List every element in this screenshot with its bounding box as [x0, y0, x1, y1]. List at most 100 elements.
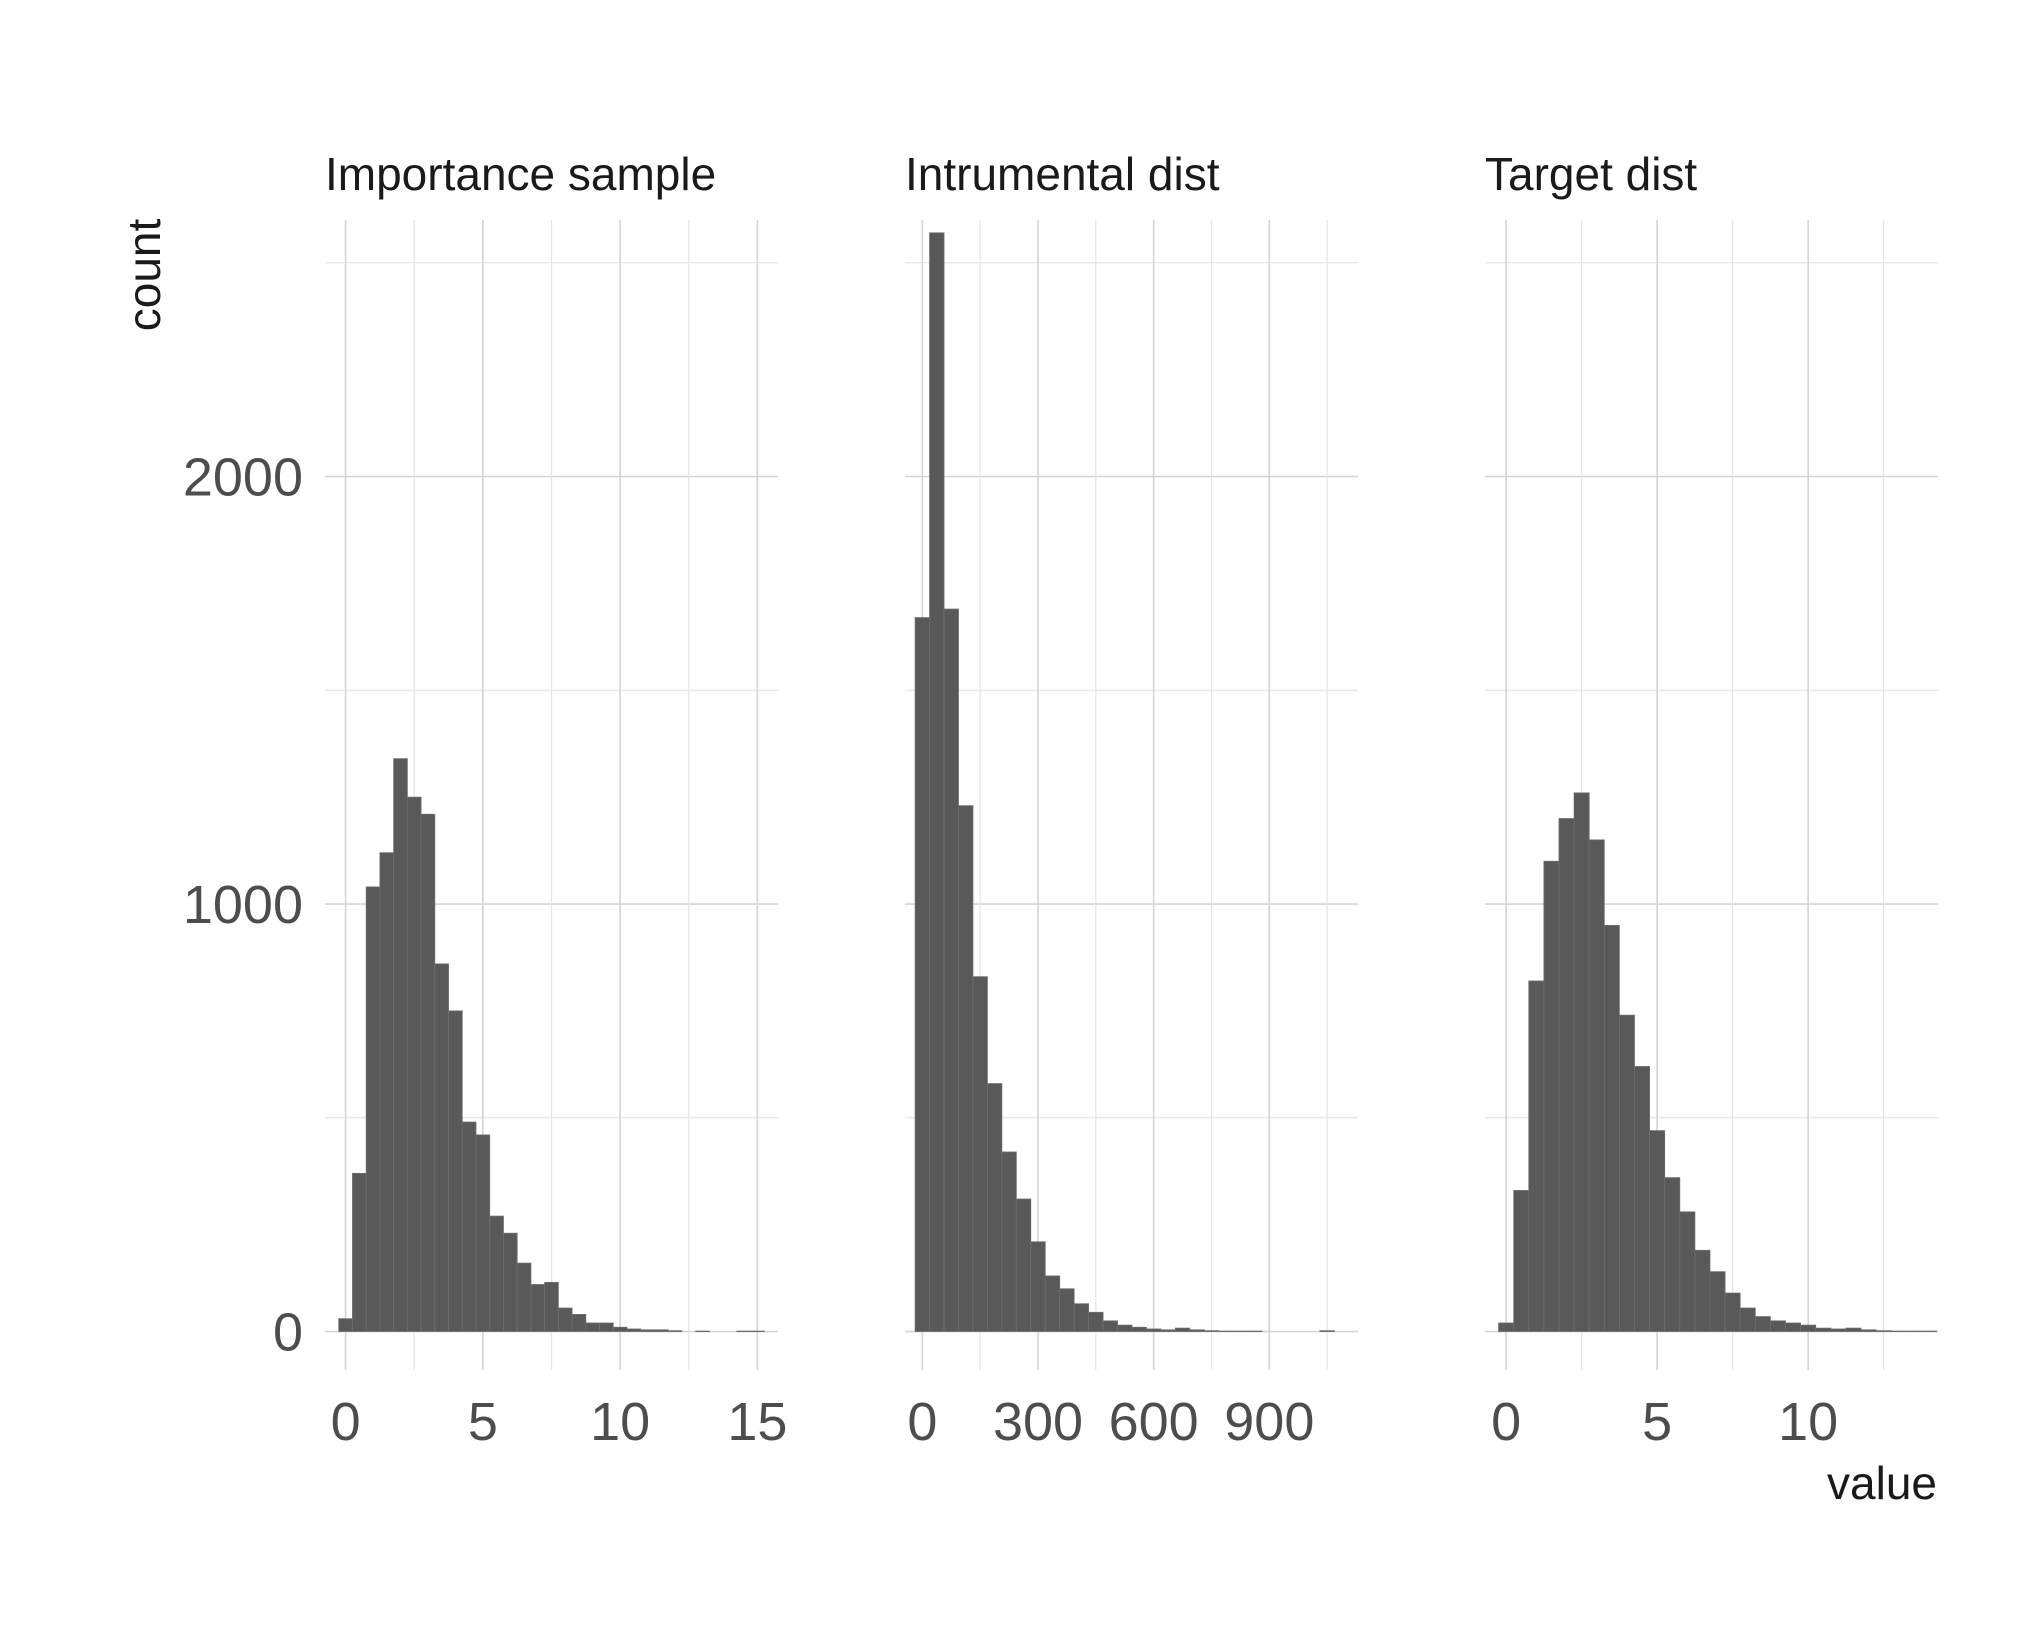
histogram-bar [599, 1322, 614, 1332]
histogram-bar [1146, 1328, 1162, 1332]
y-axis-title: count [118, 219, 170, 332]
histogram-bar [557, 1307, 573, 1332]
histogram-bar [1724, 1292, 1741, 1332]
histogram-bar [1073, 1303, 1090, 1332]
histogram-bar [1694, 1249, 1711, 1332]
histogram-bar [1232, 1330, 1249, 1332]
histogram-bar [1875, 1330, 1892, 1332]
histogram-bar [943, 608, 959, 1332]
x-tick-label: 0 [1491, 1392, 1521, 1452]
histogram-bar [1573, 792, 1590, 1332]
histogram-bar [1247, 1330, 1263, 1332]
histogram-bar [1319, 1330, 1335, 1332]
histogram-bar [516, 1262, 532, 1332]
histogram-bar [736, 1330, 751, 1332]
histogram-bar [1890, 1330, 1907, 1332]
x-tick-label: 10 [1778, 1392, 1838, 1452]
histogram-bar [695, 1330, 710, 1332]
histogram-bar [1588, 839, 1605, 1332]
facet-panel: Intrumental dist 0 300 600 900 [905, 148, 1358, 1452]
histogram-bar [1769, 1320, 1786, 1332]
histogram-bar [1558, 818, 1575, 1332]
x-tick-label: 900 [1224, 1392, 1314, 1452]
histogram-bar [1739, 1307, 1756, 1332]
facet-title: Intrumental dist [905, 148, 1220, 200]
histogram-bar [544, 1281, 559, 1332]
histogram-bar [1830, 1328, 1847, 1332]
x-tick-label: 15 [727, 1392, 787, 1452]
histogram-bar [626, 1328, 642, 1332]
histogram-bar [1905, 1330, 1922, 1332]
histogram-bar [338, 1318, 353, 1332]
histogram-bar [1160, 1329, 1176, 1332]
histogram-bar [750, 1330, 765, 1332]
facets-layer: Importance sample 0 5 10 15 0 1000 2000 Intrumen… [183, 148, 1938, 1452]
histogram-bar [1815, 1327, 1832, 1332]
histogram-bar [1920, 1330, 1937, 1332]
histogram-bar [1618, 1014, 1635, 1332]
histogram-bar [420, 813, 436, 1332]
histogram-bar [1015, 1198, 1032, 1332]
y-tick-label: 2000 [183, 448, 303, 508]
histogram-bar [406, 796, 422, 1332]
facet-panel: Importance sample 0 5 10 15 0 1000 2000 [183, 148, 788, 1452]
histogram-bar [530, 1284, 546, 1332]
histogram-bar [1001, 1151, 1017, 1332]
histogram-bar [1754, 1316, 1771, 1332]
facet-title: Importance sample [325, 148, 716, 200]
histogram-bar [1174, 1327, 1191, 1332]
histogram-bar [1117, 1324, 1133, 1332]
histogram-bar [1634, 1066, 1650, 1332]
x-tick-label: 0 [907, 1392, 937, 1452]
histogram-bar [1845, 1327, 1862, 1332]
histogram-bar [1785, 1322, 1801, 1332]
histogram-bar [1528, 980, 1545, 1332]
facet-title: Target dist [1485, 148, 1697, 200]
x-axis-title: value [1827, 1457, 1937, 1509]
histogram-bar [379, 852, 395, 1332]
histogram-bar [1498, 1322, 1515, 1332]
histogram-bar [1030, 1241, 1046, 1332]
histogram-bar [972, 976, 988, 1332]
histogram-bar [365, 886, 381, 1332]
histogram-bar [1131, 1326, 1147, 1332]
histogram-bar [1059, 1288, 1075, 1332]
x-tick-label: 5 [1642, 1392, 1672, 1452]
histogram-bar [448, 1010, 463, 1332]
x-tick-label: 10 [590, 1392, 650, 1452]
histogram-bar [1860, 1329, 1877, 1332]
histogram-bar [987, 1083, 1003, 1332]
histogram-bar [640, 1329, 655, 1332]
histogram-bar [1189, 1329, 1205, 1332]
histogram-bar [1679, 1211, 1696, 1332]
histogram-bar [667, 1330, 683, 1332]
histogram-bar [1800, 1324, 1817, 1332]
facet-panel: Target dist 0 5 10 [1485, 148, 1938, 1452]
histogram-bar [914, 617, 930, 1332]
histogram-bar [1543, 860, 1560, 1332]
histogram-bar [393, 758, 408, 1332]
histogram-bar [1664, 1177, 1681, 1332]
histogram-bar [503, 1232, 518, 1332]
histogram-bar [585, 1322, 600, 1332]
x-tick-label: 5 [468, 1392, 498, 1452]
x-tick-label: 0 [331, 1392, 361, 1452]
histogram-bar [1218, 1330, 1234, 1332]
histogram-bar [571, 1314, 587, 1332]
histogram-bar [1603, 924, 1620, 1332]
histogram-bar [1709, 1271, 1726, 1332]
histogram-bar [1513, 1190, 1530, 1332]
y-tick-label: 1000 [183, 875, 303, 935]
histogram-bar [1203, 1330, 1220, 1332]
histogram-bar [1044, 1275, 1061, 1332]
histogram-bar [929, 232, 945, 1332]
x-tick-label: 600 [1109, 1392, 1199, 1452]
histogram-bar [654, 1329, 669, 1332]
histogram-bar [489, 1215, 504, 1332]
histogram-bar [612, 1326, 628, 1332]
histogram-bar [461, 1121, 477, 1332]
x-tick-label: 300 [993, 1392, 1083, 1452]
histogram-bar [1649, 1130, 1666, 1332]
